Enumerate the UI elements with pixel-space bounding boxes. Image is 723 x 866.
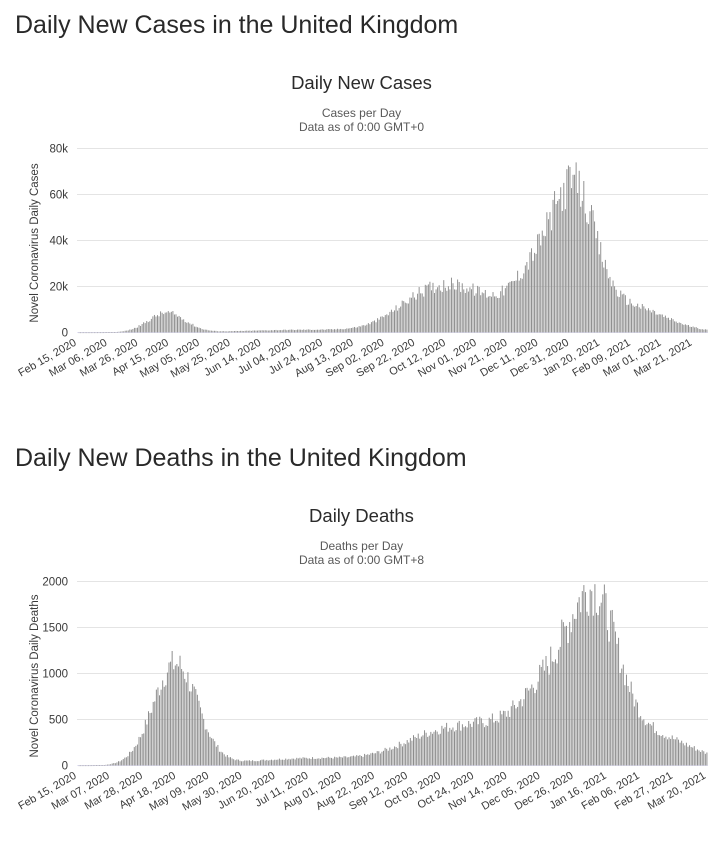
svg-text:60k: 60k: [49, 190, 68, 202]
svg-text:20k: 20k: [49, 282, 68, 294]
svg-text:80k: 80k: [49, 144, 68, 156]
svg-text:40k: 40k: [49, 236, 68, 248]
svg-text:500: 500: [49, 715, 68, 727]
svg-text:1000: 1000: [42, 669, 68, 681]
svg-text:0: 0: [62, 328, 68, 340]
svg-text:1500: 1500: [42, 623, 68, 635]
svg-text:2000: 2000: [42, 577, 68, 589]
svg-text:0: 0: [62, 761, 68, 773]
